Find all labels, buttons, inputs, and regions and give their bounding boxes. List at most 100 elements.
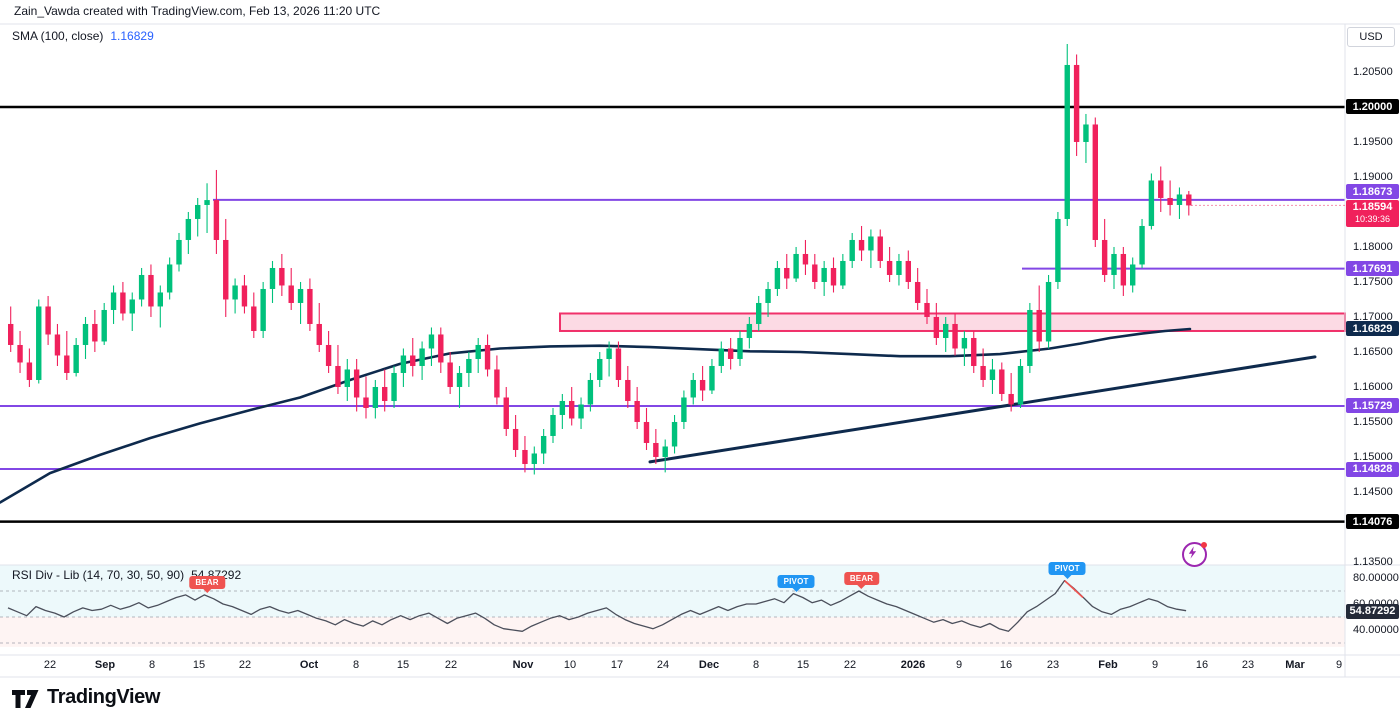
time-axis-label: 17 bbox=[610, 659, 624, 671]
candle-body bbox=[765, 288, 771, 303]
price-tick: 1.15000 bbox=[1353, 450, 1393, 463]
ascending-trendline[interactable] bbox=[648, 355, 1317, 464]
candle-body bbox=[1111, 253, 1117, 275]
candle-body bbox=[643, 421, 650, 443]
candle-body bbox=[335, 365, 341, 387]
candle-body bbox=[185, 218, 192, 240]
time-axis-label: Dec bbox=[698, 659, 720, 671]
candle-body bbox=[877, 236, 883, 261]
rsi-line bbox=[7, 579, 1187, 632]
time-axis-label: 15 bbox=[796, 659, 810, 671]
candle-body bbox=[391, 372, 397, 401]
level-badge-1-15729-label: 1.15729 bbox=[1352, 399, 1393, 412]
candle-body bbox=[204, 200, 210, 205]
level-badge-1-15729: 1.15729 bbox=[1346, 398, 1399, 414]
candle-body bbox=[1055, 218, 1061, 282]
time-axis-label: 22 bbox=[843, 659, 857, 671]
time-axis-label: Nov bbox=[512, 659, 534, 671]
candle-body bbox=[410, 355, 416, 366]
time-axis-label: 15 bbox=[192, 659, 206, 671]
candle-body bbox=[1045, 281, 1052, 342]
candle-body bbox=[456, 372, 463, 387]
time-axis-label: 24 bbox=[656, 659, 670, 671]
candle-body bbox=[531, 453, 537, 464]
candle-body bbox=[447, 362, 453, 387]
level-badge-1-17691-label: 1.17691 bbox=[1352, 262, 1393, 275]
level-badge-1-17691: 1.17691 bbox=[1346, 261, 1399, 277]
candle-body bbox=[54, 334, 61, 356]
marker-pointer bbox=[203, 588, 212, 593]
time-axis-label: 23 bbox=[1241, 659, 1255, 671]
level-badge-1-14828: 1.14828 bbox=[1346, 461, 1399, 477]
candle-body bbox=[475, 344, 481, 359]
candle-body bbox=[372, 386, 379, 408]
time-axis-label: 16 bbox=[999, 659, 1013, 671]
flash-lightning-icon[interactable] bbox=[1182, 542, 1207, 567]
level-badge-1-14828-label: 1.14828 bbox=[1352, 463, 1393, 476]
candle-body bbox=[419, 348, 425, 366]
lightning-bolt-glyph bbox=[1188, 546, 1197, 559]
candle-body bbox=[129, 299, 135, 314]
notification-dot bbox=[1201, 542, 1207, 548]
candle-body bbox=[1148, 180, 1155, 226]
marker-pointer bbox=[857, 585, 866, 589]
attribution-text: Zain_Vawda created with TradingView.com,… bbox=[14, 4, 381, 18]
sma-100-line bbox=[0, 327, 1192, 504]
time-axis-label: 2026 bbox=[900, 659, 926, 671]
candle-body bbox=[522, 449, 528, 464]
time-axis-label: 22 bbox=[43, 659, 57, 671]
price-tick: 1.18000 bbox=[1353, 240, 1393, 253]
price-tick: 1.20500 bbox=[1353, 65, 1393, 78]
time-axis-label: 16 bbox=[1195, 659, 1209, 671]
time-axis-label: 22 bbox=[444, 659, 458, 671]
price-tick: 1.16500 bbox=[1353, 345, 1393, 358]
sma-legend[interactable]: SMA (100, close) 1.16829 bbox=[12, 29, 154, 43]
candle-body bbox=[138, 274, 145, 300]
current-price-badge-label: 1.18594 bbox=[1352, 201, 1393, 214]
candle-body bbox=[858, 239, 865, 251]
tradingview-logo-mark bbox=[12, 690, 39, 708]
time-axis-label: 23 bbox=[1046, 659, 1060, 671]
candle-body bbox=[671, 421, 678, 447]
candle-body bbox=[569, 400, 575, 419]
candle-body bbox=[634, 400, 640, 422]
candle-body bbox=[484, 344, 491, 370]
candle-body bbox=[933, 316, 940, 338]
candle-body bbox=[8, 323, 14, 345]
candle-body bbox=[597, 358, 603, 380]
rsi-divergence-segment bbox=[1064, 580, 1084, 599]
candle-body bbox=[578, 404, 584, 419]
rsi-marker-bear: BEAR bbox=[189, 575, 225, 593]
sma-value-badge-label: 1.16829 bbox=[1352, 322, 1393, 335]
sma-legend-title: SMA (100, close) bbox=[12, 29, 104, 43]
level-badge-1-20000-label: 1.20000 bbox=[1352, 100, 1393, 113]
level-badge-1-18673-label: 1.18673 bbox=[1352, 185, 1393, 198]
candle-body bbox=[260, 288, 266, 331]
candle-body bbox=[166, 264, 173, 293]
time-axis-label: 9 bbox=[1151, 659, 1159, 671]
candle-body bbox=[503, 397, 509, 429]
candle-body bbox=[587, 379, 594, 405]
candle-body bbox=[746, 323, 753, 338]
candle-body bbox=[73, 344, 79, 373]
rsi-value-badge: 54.87292 bbox=[1346, 603, 1399, 619]
rsi-marker-pivot: PIVOT bbox=[777, 574, 815, 592]
candle-body bbox=[550, 414, 556, 436]
candle-body bbox=[466, 358, 472, 373]
candle-body bbox=[279, 267, 285, 286]
candle-body bbox=[1186, 194, 1192, 206]
tradingview-logo[interactable]: TradingView bbox=[12, 686, 160, 709]
candle-body bbox=[727, 348, 734, 359]
candle-body bbox=[653, 442, 659, 457]
candle-body bbox=[699, 379, 706, 391]
candle-body bbox=[914, 281, 921, 303]
level-badge-1-18673: 1.18673 bbox=[1346, 184, 1399, 200]
candle-body bbox=[1158, 180, 1164, 198]
candle-body bbox=[812, 264, 818, 282]
candle-body bbox=[120, 292, 126, 314]
rsi-tick: 80.00000 bbox=[1353, 572, 1399, 584]
price-tick: 1.13500 bbox=[1353, 555, 1393, 568]
currency-button[interactable]: USD bbox=[1347, 27, 1395, 47]
candle-body bbox=[438, 334, 444, 363]
